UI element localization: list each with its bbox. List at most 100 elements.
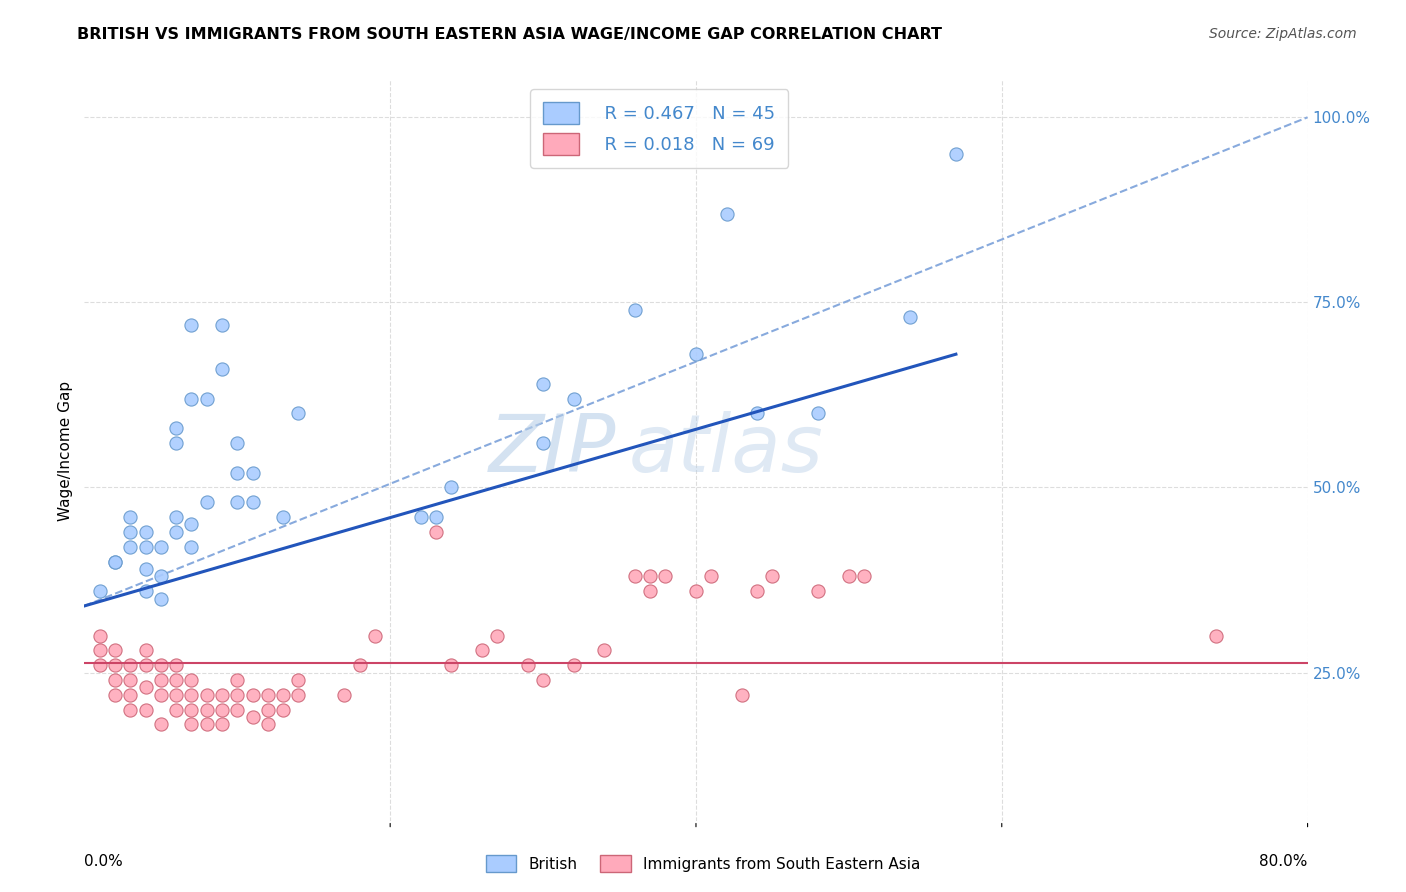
Point — [149, 688, 172, 702]
Point — [104, 688, 127, 702]
Point — [562, 392, 585, 406]
Point — [195, 717, 218, 731]
Point — [624, 302, 647, 317]
Point — [747, 584, 769, 599]
Text: 0.0%: 0.0% — [84, 854, 124, 869]
Point — [440, 480, 463, 494]
Y-axis label: Wage/Income Gap: Wage/Income Gap — [58, 380, 73, 521]
Point — [89, 584, 111, 599]
Point — [226, 466, 249, 480]
Point — [271, 703, 294, 717]
Point — [700, 569, 723, 583]
Point — [1205, 628, 1227, 642]
Point — [287, 407, 309, 421]
Point — [440, 658, 463, 673]
Point — [149, 717, 172, 731]
Point — [271, 688, 294, 702]
Point — [180, 673, 202, 687]
Point — [195, 392, 218, 406]
Text: ZIP: ZIP — [489, 411, 616, 490]
Point — [287, 673, 309, 687]
Legend:   R = 0.467   N = 45,   R = 0.018   N = 69: R = 0.467 N = 45, R = 0.018 N = 69 — [530, 89, 789, 168]
Point — [120, 673, 142, 687]
Point — [149, 591, 172, 606]
Point — [89, 643, 111, 657]
Point — [945, 147, 967, 161]
Point — [149, 658, 172, 673]
Point — [195, 703, 218, 717]
Point — [149, 569, 172, 583]
Point — [120, 688, 142, 702]
Point — [593, 643, 616, 657]
Point — [807, 407, 830, 421]
Point — [104, 554, 127, 569]
Point — [149, 673, 172, 687]
Point — [486, 628, 509, 642]
Point — [685, 584, 707, 599]
Point — [257, 703, 280, 717]
Point — [349, 658, 371, 673]
Point — [242, 688, 264, 702]
Point — [226, 436, 249, 450]
Point — [226, 703, 249, 717]
Point — [104, 673, 127, 687]
Point — [211, 362, 233, 376]
Point — [180, 540, 202, 554]
Point — [104, 658, 127, 673]
Point — [257, 717, 280, 731]
Point — [242, 466, 264, 480]
Point — [165, 688, 187, 702]
Point — [165, 421, 187, 435]
Point — [165, 703, 187, 717]
Point — [471, 643, 494, 657]
Point — [211, 688, 233, 702]
Point — [135, 562, 157, 576]
Point — [165, 510, 187, 524]
Point — [226, 673, 249, 687]
Point — [165, 436, 187, 450]
Point — [135, 658, 157, 673]
Point — [685, 347, 707, 361]
Point — [898, 310, 921, 325]
Point — [731, 688, 754, 702]
Point — [425, 524, 447, 539]
Point — [425, 510, 447, 524]
Point — [242, 710, 264, 724]
Point — [516, 658, 538, 673]
Point — [747, 407, 769, 421]
Point — [624, 569, 647, 583]
Point — [135, 540, 157, 554]
Point — [257, 688, 280, 702]
Point — [409, 510, 432, 524]
Point — [562, 658, 585, 673]
Point — [89, 628, 111, 642]
Text: atlas: atlas — [628, 411, 824, 490]
Point — [807, 584, 830, 599]
Point — [242, 495, 264, 509]
Point — [531, 376, 554, 391]
Point — [120, 524, 142, 539]
Legend: British, Immigrants from South Eastern Asia: British, Immigrants from South Eastern A… — [478, 847, 928, 880]
Point — [226, 688, 249, 702]
Point — [149, 540, 172, 554]
Point — [135, 681, 157, 695]
Point — [226, 495, 249, 509]
Point — [120, 703, 142, 717]
Point — [165, 673, 187, 687]
Point — [180, 517, 202, 532]
Point — [180, 703, 202, 717]
Point — [654, 569, 676, 583]
Point — [195, 688, 218, 702]
Point — [716, 206, 738, 220]
Point — [211, 703, 233, 717]
Point — [104, 643, 127, 657]
Point — [120, 658, 142, 673]
Point — [853, 569, 876, 583]
Point — [211, 318, 233, 332]
Point — [135, 703, 157, 717]
Point — [838, 569, 860, 583]
Point — [89, 658, 111, 673]
Point — [364, 628, 387, 642]
Point — [180, 392, 202, 406]
Point — [135, 524, 157, 539]
